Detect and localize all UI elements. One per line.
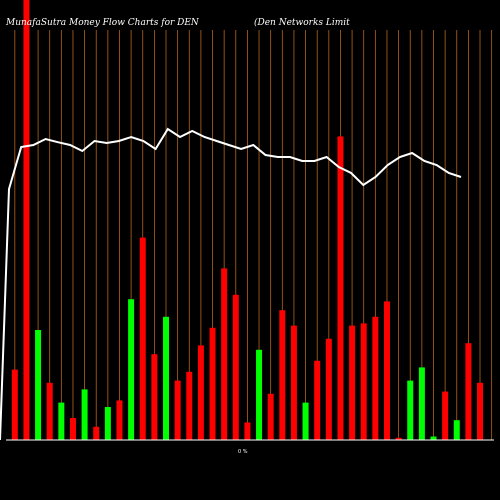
money-flow-bar	[302, 402, 309, 440]
money-flow-bar	[372, 316, 379, 440]
money-flow-bar	[174, 380, 181, 440]
money-flow-bar	[418, 367, 425, 440]
money-flow-bar	[337, 136, 344, 440]
money-flow-bar	[453, 420, 460, 440]
money-flow-bar	[407, 380, 414, 440]
money-flow-bar	[267, 393, 274, 440]
money-flow-bar	[81, 389, 88, 440]
money-flow-bar	[93, 426, 100, 440]
money-flow-bar	[23, 0, 30, 440]
money-flow-bar	[465, 343, 472, 440]
money-flow-line	[0, 127, 462, 441]
money-flow-bar	[290, 325, 297, 440]
money-flow-bar	[349, 325, 356, 440]
money-flow-bar	[477, 382, 484, 440]
money-flow-bar	[314, 360, 321, 440]
money-flow-bar	[430, 436, 437, 440]
money-flow-bar	[232, 294, 239, 440]
money-flow-bar	[163, 316, 170, 440]
money-flow-bar	[104, 407, 111, 440]
money-flow-bar	[11, 369, 18, 440]
money-flow-bar	[186, 371, 193, 440]
chart-title-left: MunafaSutra Money Flow Charts for DEN	[5, 18, 200, 28]
money-flow-bar	[221, 268, 228, 440]
money-flow-bar	[442, 391, 449, 440]
bars	[11, 0, 484, 440]
money-flow-bar	[279, 310, 286, 440]
money-flow-bar	[395, 437, 402, 440]
money-flow-bar	[69, 418, 76, 440]
money-flow-bar	[197, 345, 204, 440]
money-flow-bar	[360, 323, 367, 440]
money-flow-bar	[58, 402, 65, 440]
chart-title-right: (Den Networks Limit	[254, 17, 350, 28]
money-flow-bar	[139, 237, 146, 440]
money-flow-bar	[116, 400, 123, 440]
money-flow-bar	[46, 382, 53, 440]
money-flow-bar	[128, 299, 135, 440]
money-flow-bar	[244, 422, 251, 440]
money-flow-bar	[383, 301, 390, 440]
money-flow-bar	[209, 327, 216, 440]
money-flow-bar	[151, 354, 158, 440]
money-flow-bar	[256, 349, 263, 440]
money-flow-bar	[35, 330, 42, 440]
center-label: 0 %	[238, 449, 248, 455]
money-flow-bar	[325, 338, 332, 440]
